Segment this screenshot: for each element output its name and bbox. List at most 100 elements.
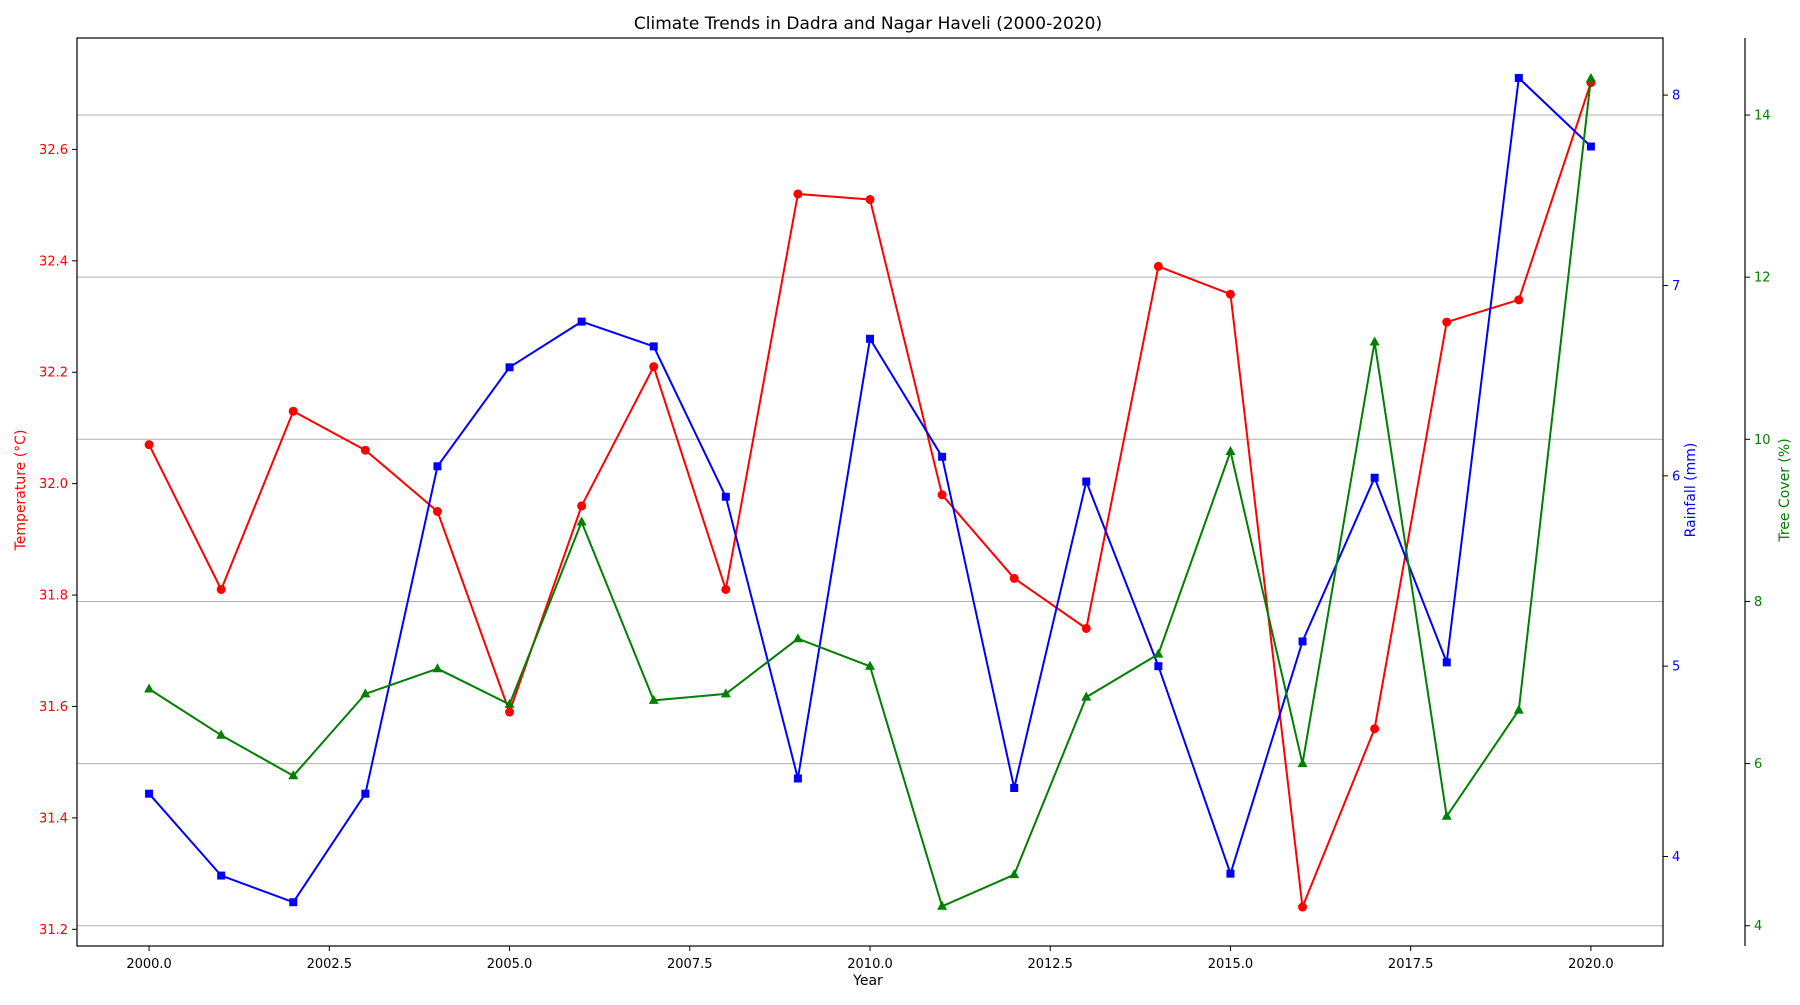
data-point xyxy=(1298,637,1307,646)
data-point xyxy=(576,516,587,526)
data-point xyxy=(1442,317,1452,327)
data-point xyxy=(865,660,875,670)
data-point xyxy=(1297,758,1308,768)
y-tick-label: 7 xyxy=(1672,279,1680,294)
data-point xyxy=(1514,295,1524,305)
data-point xyxy=(360,445,370,455)
x-tick-label: 2002.5 xyxy=(307,957,353,972)
data-point xyxy=(360,688,371,698)
series-layer xyxy=(144,73,1596,912)
data-point xyxy=(649,342,658,351)
data-point xyxy=(1226,869,1235,878)
data-point xyxy=(938,452,947,461)
data-point xyxy=(1082,477,1091,486)
data-point xyxy=(865,195,875,205)
y-tick-label: 32.4 xyxy=(39,254,68,269)
x-tick-label: 2020.0 xyxy=(1568,957,1614,972)
y-tick-label: 4 xyxy=(1754,919,1762,934)
data-point xyxy=(1154,662,1163,671)
data-point xyxy=(289,898,298,907)
x-tick-label: 2012.5 xyxy=(1027,957,1073,972)
data-point xyxy=(648,694,659,704)
data-point xyxy=(793,189,803,199)
data-point xyxy=(505,707,515,717)
data-point xyxy=(433,462,442,471)
y-tick-label: 31.2 xyxy=(39,923,68,938)
data-point xyxy=(432,663,443,673)
x-tick-label: 2015.0 xyxy=(1208,957,1254,972)
data-point xyxy=(720,688,731,698)
data-point xyxy=(1513,704,1524,714)
data-point xyxy=(577,501,587,511)
data-point xyxy=(1153,648,1164,658)
data-point xyxy=(1298,902,1308,912)
data-point xyxy=(505,363,514,372)
data-point xyxy=(504,698,515,708)
grid-layer xyxy=(77,114,1663,927)
data-point xyxy=(1370,473,1379,482)
data-point xyxy=(1369,336,1380,346)
data-point xyxy=(1442,658,1451,667)
data-point xyxy=(432,506,442,516)
y-tick-label: 6 xyxy=(1672,469,1680,484)
y-tick-label: 32.0 xyxy=(39,477,68,492)
data-point xyxy=(288,406,298,416)
data-point xyxy=(1370,724,1380,734)
data-point xyxy=(866,334,874,343)
chart-title: Climate Trends in Dadra and Nagar Haveli… xyxy=(634,14,1102,34)
x-tick-label: 2010.0 xyxy=(847,957,893,972)
x-tick-label: 2005.0 xyxy=(487,957,533,972)
y-tick-label: 12 xyxy=(1754,271,1771,286)
x-tick-label: 2000.0 xyxy=(126,957,172,972)
y-tick-label: 4 xyxy=(1672,850,1680,865)
y-axis-label-temperature: Temperature (°C) xyxy=(13,430,29,552)
data-point xyxy=(1441,810,1452,820)
y-tick-label: 32.6 xyxy=(39,143,68,158)
data-point xyxy=(1081,691,1092,701)
data-point xyxy=(721,584,731,594)
data-point xyxy=(1153,261,1163,271)
y-axis-label-tree-cover: Tree Cover (%) xyxy=(1777,438,1793,542)
data-point xyxy=(1009,573,1019,583)
y-tick-label: 31.4 xyxy=(39,811,68,826)
data-point xyxy=(721,492,730,501)
y-tick-label: 31.6 xyxy=(39,700,68,715)
data-point xyxy=(144,440,154,450)
y-tick-label: 6 xyxy=(1754,757,1762,772)
data-point xyxy=(145,789,154,798)
data-point xyxy=(216,584,226,594)
y-tick-label: 5 xyxy=(1672,660,1680,675)
data-point xyxy=(792,633,803,643)
data-point xyxy=(1009,869,1020,879)
y-axis-label-rainfall: Rainfall (mm) xyxy=(1683,443,1699,538)
data-point xyxy=(1081,623,1091,633)
x-tick-label: 2007.5 xyxy=(667,957,713,972)
x-tick-label: 2017.5 xyxy=(1388,957,1434,972)
y-tick-label: 32.2 xyxy=(39,366,68,381)
data-point xyxy=(937,490,947,500)
y-tick-label: 10 xyxy=(1754,433,1771,448)
data-point xyxy=(288,770,299,780)
data-point xyxy=(1225,289,1235,299)
x-axis-label: Year xyxy=(852,973,883,989)
data-point xyxy=(1585,73,1596,83)
data-point xyxy=(1225,445,1236,455)
y-tick-label: 8 xyxy=(1672,89,1680,104)
axis-layer: 2000.0 2002.5 2005.0 2007.5 2010.0 2012.5 2015… xyxy=(39,37,1771,972)
data-point xyxy=(649,362,659,372)
data-point xyxy=(793,774,802,783)
y-tick-label: 8 xyxy=(1754,595,1762,610)
data-point xyxy=(217,871,226,880)
data-point xyxy=(144,683,155,693)
data-point xyxy=(216,729,227,739)
data-point xyxy=(361,789,370,798)
data-point xyxy=(577,317,586,326)
y-tick-label: 31.8 xyxy=(39,589,68,604)
data-point xyxy=(1586,142,1595,151)
data-point xyxy=(1010,784,1019,793)
y-tick-label: 14 xyxy=(1754,109,1771,124)
data-point xyxy=(1514,73,1523,82)
